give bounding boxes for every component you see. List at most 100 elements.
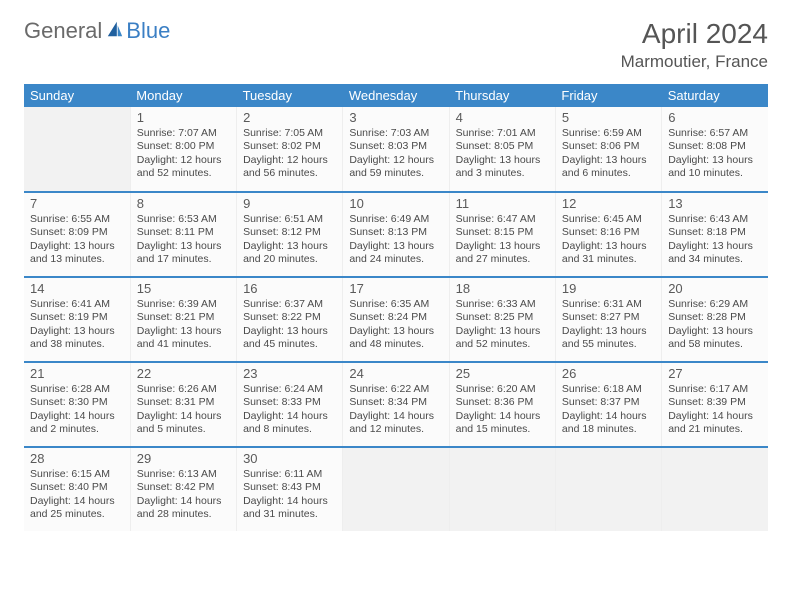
sunset-line: Sunset: 8:30 PM — [30, 396, 124, 409]
sunrise-line: Sunrise: 6:18 AM — [562, 383, 655, 396]
calendar-week: 21Sunrise: 6:28 AMSunset: 8:30 PMDayligh… — [24, 362, 768, 446]
sunset-line: Sunset: 8:02 PM — [243, 140, 336, 153]
calendar-day: 5Sunrise: 6:59 AMSunset: 8:06 PMDaylight… — [555, 107, 661, 191]
day-number: 18 — [456, 281, 549, 297]
daylight-line: Daylight: 13 hours and 41 minutes. — [137, 325, 230, 351]
day-number: 2 — [243, 110, 336, 126]
calendar-day: 21Sunrise: 6:28 AMSunset: 8:30 PMDayligh… — [24, 362, 130, 446]
sunset-line: Sunset: 8:15 PM — [456, 226, 549, 239]
sail-icon — [106, 20, 124, 38]
daylight-line: Daylight: 13 hours and 38 minutes. — [30, 325, 124, 351]
sunset-line: Sunset: 8:18 PM — [668, 226, 762, 239]
day-header: Wednesday — [343, 84, 449, 107]
day-number: 15 — [137, 281, 230, 297]
day-number: 29 — [137, 451, 230, 467]
calendar-day: 12Sunrise: 6:45 AMSunset: 8:16 PMDayligh… — [555, 192, 661, 276]
calendar-day: 23Sunrise: 6:24 AMSunset: 8:33 PMDayligh… — [237, 362, 343, 446]
calendar-day: 8Sunrise: 6:53 AMSunset: 8:11 PMDaylight… — [130, 192, 236, 276]
daylight-line: Daylight: 13 hours and 17 minutes. — [137, 240, 230, 266]
calendar-day: 1Sunrise: 7:07 AMSunset: 8:00 PMDaylight… — [130, 107, 236, 191]
sunset-line: Sunset: 8:13 PM — [349, 226, 442, 239]
calendar-week: 14Sunrise: 6:41 AMSunset: 8:19 PMDayligh… — [24, 277, 768, 361]
calendar-day: 24Sunrise: 6:22 AMSunset: 8:34 PMDayligh… — [343, 362, 449, 446]
sunrise-line: Sunrise: 6:22 AM — [349, 383, 442, 396]
calendar-day: 26Sunrise: 6:18 AMSunset: 8:37 PMDayligh… — [555, 362, 661, 446]
sunset-line: Sunset: 8:06 PM — [562, 140, 655, 153]
sunset-line: Sunset: 8:36 PM — [456, 396, 549, 409]
daylight-line: Daylight: 13 hours and 45 minutes. — [243, 325, 336, 351]
sunset-line: Sunset: 8:34 PM — [349, 396, 442, 409]
calendar-day-empty — [343, 447, 449, 531]
sunrise-line: Sunrise: 6:17 AM — [668, 383, 762, 396]
day-number: 26 — [562, 366, 655, 382]
day-header: Thursday — [449, 84, 555, 107]
daylight-line: Daylight: 14 hours and 21 minutes. — [668, 410, 762, 436]
calendar-day: 28Sunrise: 6:15 AMSunset: 8:40 PMDayligh… — [24, 447, 130, 531]
sunset-line: Sunset: 8:25 PM — [456, 311, 549, 324]
sunrise-line: Sunrise: 6:11 AM — [243, 468, 336, 481]
sunset-line: Sunset: 8:24 PM — [349, 311, 442, 324]
day-header: Saturday — [662, 84, 768, 107]
sunrise-line: Sunrise: 6:33 AM — [456, 298, 549, 311]
sunset-line: Sunset: 8:12 PM — [243, 226, 336, 239]
calendar-day-empty — [555, 447, 661, 531]
calendar-day: 2Sunrise: 7:05 AMSunset: 8:02 PMDaylight… — [237, 107, 343, 191]
sunset-line: Sunset: 8:40 PM — [30, 481, 124, 494]
brand-part1: General — [24, 18, 102, 44]
sunrise-line: Sunrise: 6:59 AM — [562, 127, 655, 140]
daylight-line: Daylight: 13 hours and 34 minutes. — [668, 240, 762, 266]
sunrise-line: Sunrise: 7:03 AM — [349, 127, 442, 140]
sunrise-line: Sunrise: 6:45 AM — [562, 213, 655, 226]
daylight-line: Daylight: 12 hours and 52 minutes. — [137, 154, 230, 180]
calendar-body: 1Sunrise: 7:07 AMSunset: 8:00 PMDaylight… — [24, 107, 768, 531]
sunset-line: Sunset: 8:00 PM — [137, 140, 230, 153]
calendar-day: 18Sunrise: 6:33 AMSunset: 8:25 PMDayligh… — [449, 277, 555, 361]
calendar-day: 27Sunrise: 6:17 AMSunset: 8:39 PMDayligh… — [662, 362, 768, 446]
calendar-day: 13Sunrise: 6:43 AMSunset: 8:18 PMDayligh… — [662, 192, 768, 276]
day-number: 10 — [349, 196, 442, 212]
sunrise-line: Sunrise: 6:51 AM — [243, 213, 336, 226]
sunrise-line: Sunrise: 6:41 AM — [30, 298, 124, 311]
sunset-line: Sunset: 8:37 PM — [562, 396, 655, 409]
calendar-day: 7Sunrise: 6:55 AMSunset: 8:09 PMDaylight… — [24, 192, 130, 276]
daylight-line: Daylight: 13 hours and 24 minutes. — [349, 240, 442, 266]
daylight-line: Daylight: 13 hours and 13 minutes. — [30, 240, 124, 266]
daylight-line: Daylight: 14 hours and 2 minutes. — [30, 410, 124, 436]
day-number: 13 — [668, 196, 762, 212]
day-number: 1 — [137, 110, 230, 126]
calendar-day-empty — [449, 447, 555, 531]
daylight-line: Daylight: 14 hours and 18 minutes. — [562, 410, 655, 436]
sunrise-line: Sunrise: 6:57 AM — [668, 127, 762, 140]
sunset-line: Sunset: 8:42 PM — [137, 481, 230, 494]
daylight-line: Daylight: 13 hours and 6 minutes. — [562, 154, 655, 180]
sunrise-line: Sunrise: 7:01 AM — [456, 127, 549, 140]
sunrise-line: Sunrise: 6:53 AM — [137, 213, 230, 226]
sunrise-line: Sunrise: 6:15 AM — [30, 468, 124, 481]
sunrise-line: Sunrise: 7:05 AM — [243, 127, 336, 140]
daylight-line: Daylight: 14 hours and 12 minutes. — [349, 410, 442, 436]
page-header: General Blue April 2024 Marmoutier, Fran… — [24, 18, 768, 72]
sunset-line: Sunset: 8:11 PM — [137, 226, 230, 239]
daylight-line: Daylight: 13 hours and 52 minutes. — [456, 325, 549, 351]
daylight-line: Daylight: 14 hours and 25 minutes. — [30, 495, 124, 521]
calendar-day: 16Sunrise: 6:37 AMSunset: 8:22 PMDayligh… — [237, 277, 343, 361]
sunset-line: Sunset: 8:22 PM — [243, 311, 336, 324]
sunrise-line: Sunrise: 7:07 AM — [137, 127, 230, 140]
sunset-line: Sunset: 8:03 PM — [349, 140, 442, 153]
sunrise-line: Sunrise: 6:24 AM — [243, 383, 336, 396]
sunset-line: Sunset: 8:19 PM — [30, 311, 124, 324]
day-number: 28 — [30, 451, 124, 467]
day-number: 30 — [243, 451, 336, 467]
calendar-day: 17Sunrise: 6:35 AMSunset: 8:24 PMDayligh… — [343, 277, 449, 361]
daylight-line: Daylight: 13 hours and 58 minutes. — [668, 325, 762, 351]
calendar-table: SundayMondayTuesdayWednesdayThursdayFrid… — [24, 84, 768, 531]
calendar-day: 25Sunrise: 6:20 AMSunset: 8:36 PMDayligh… — [449, 362, 555, 446]
sunset-line: Sunset: 8:21 PM — [137, 311, 230, 324]
day-number: 9 — [243, 196, 336, 212]
daylight-line: Daylight: 14 hours and 15 minutes. — [456, 410, 549, 436]
calendar-page: General Blue April 2024 Marmoutier, Fran… — [0, 0, 792, 549]
calendar-day: 3Sunrise: 7:03 AMSunset: 8:03 PMDaylight… — [343, 107, 449, 191]
day-number: 16 — [243, 281, 336, 297]
day-number: 6 — [668, 110, 762, 126]
calendar-week: 7Sunrise: 6:55 AMSunset: 8:09 PMDaylight… — [24, 192, 768, 276]
